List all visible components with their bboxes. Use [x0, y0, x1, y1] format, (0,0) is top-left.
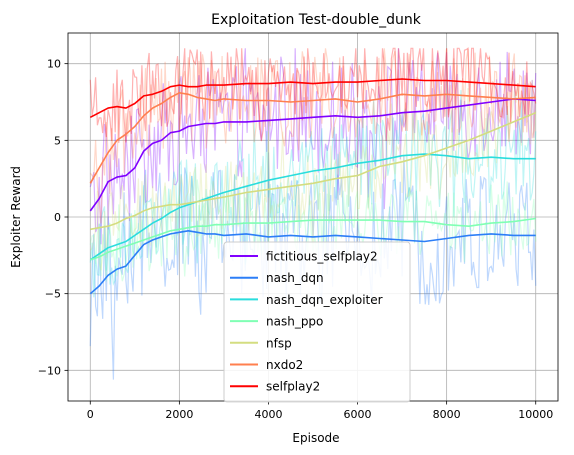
legend-label: nash_ppo: [266, 315, 323, 329]
series-line-nfsp: [90, 111, 537, 231]
axis-ticks: 0 2000 4000 6000 8000 10000 −10 −5 0 5 10: [38, 58, 553, 421]
legend-label: nash_dqn_exploiter: [266, 293, 383, 307]
x-tick-label: 0: [87, 408, 94, 421]
y-tick-label: 10: [47, 58, 61, 71]
y-tick-label: 5: [54, 134, 61, 147]
series-line-fictitious-selfplay2: [89, 98, 536, 212]
x-tick-label: 10000: [518, 408, 553, 421]
legend-label: nxdo2: [266, 358, 303, 372]
legend-box: [223, 241, 411, 403]
series-raw-nxdo2: [89, 48, 537, 224]
smoothed-series-layer: [89, 78, 537, 295]
y-tick-label: 0: [54, 211, 61, 224]
legend-label: nash_dqn: [266, 271, 324, 285]
x-axis-label: Episode: [292, 431, 339, 445]
y-axis-label: Exploiter Reward: [9, 166, 23, 268]
grid: [68, 33, 558, 401]
x-tick-label: 8000: [433, 408, 461, 421]
y-tick-label: −10: [38, 364, 61, 377]
series-line-selfplay2: [89, 78, 536, 119]
x-tick-label: 2000: [165, 408, 193, 421]
series-line-nash-dqn: [89, 230, 536, 295]
chart-title: Exploitation Test-double_dunk: [211, 12, 422, 28]
y-tick-label: −5: [45, 288, 61, 301]
legend-label: fictitious_selfplay2: [266, 250, 378, 264]
legend-label: selfplay2: [266, 380, 320, 394]
legend: fictitious_selfplay2 nash_dqn nash_dqn_exp…: [223, 241, 411, 403]
x-tick-label: 6000: [344, 408, 372, 421]
series-line-nash-ppo: [90, 217, 536, 261]
legend-label: nfsp: [266, 336, 292, 350]
series-line-nxdo2: [89, 92, 536, 184]
x-tick-label: 4000: [254, 408, 282, 421]
